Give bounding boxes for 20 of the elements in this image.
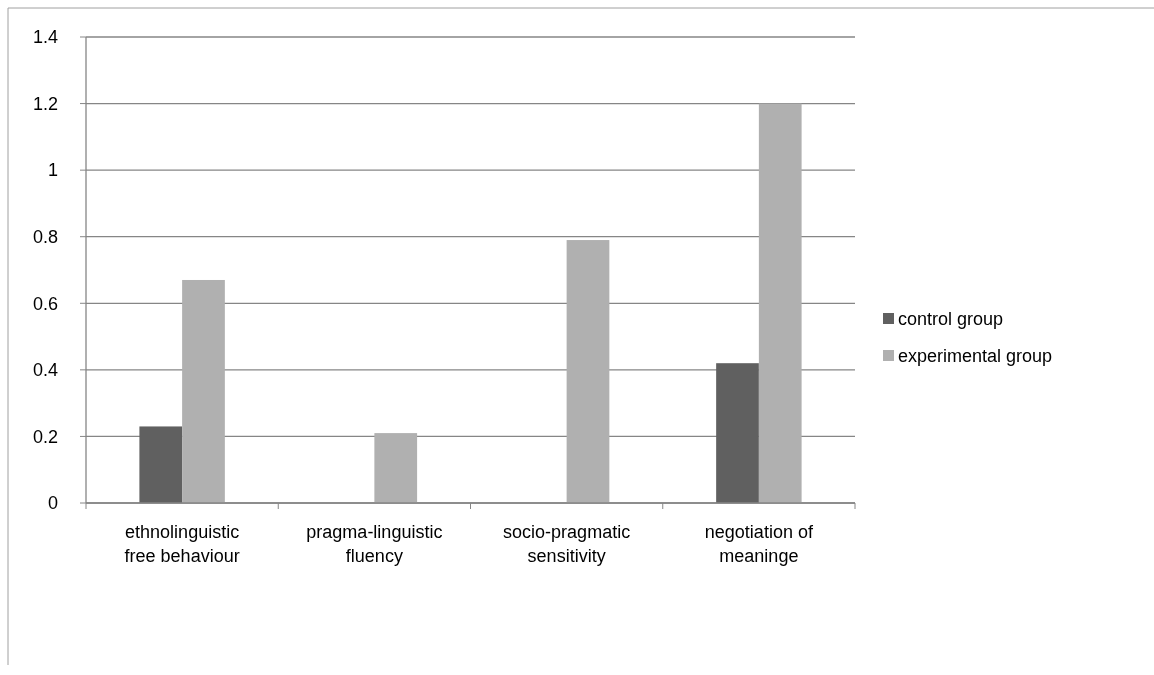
legend-label: control group <box>898 309 1004 330</box>
legend-label: experimental group <box>898 346 1053 367</box>
y-tick-label: 1 <box>47 160 58 181</box>
x-tick-label: socio-pragmatic sensitivity <box>503 522 631 566</box>
bar <box>139 426 183 503</box>
y-tick-label: 0.4 <box>32 360 58 381</box>
y-tick-label: 0.2 <box>32 426 58 447</box>
y-tick-label: 0.8 <box>32 227 58 248</box>
bar <box>716 363 759 503</box>
x-tick-label: negotiation of meaninge <box>704 522 814 566</box>
x-tick-label: pragma-linguistic fluency <box>306 522 443 566</box>
bar <box>374 433 418 503</box>
y-tick-label: 0.6 <box>32 293 58 314</box>
x-tick-label: ethnolinguistic free behaviour <box>124 522 240 566</box>
y-tick-label: 1.4 <box>32 27 58 48</box>
bar <box>758 103 802 503</box>
bar <box>182 279 225 503</box>
y-tick-label: 1.2 <box>32 93 58 114</box>
bar <box>566 240 610 503</box>
y-tick-label: 0 <box>47 493 58 514</box>
